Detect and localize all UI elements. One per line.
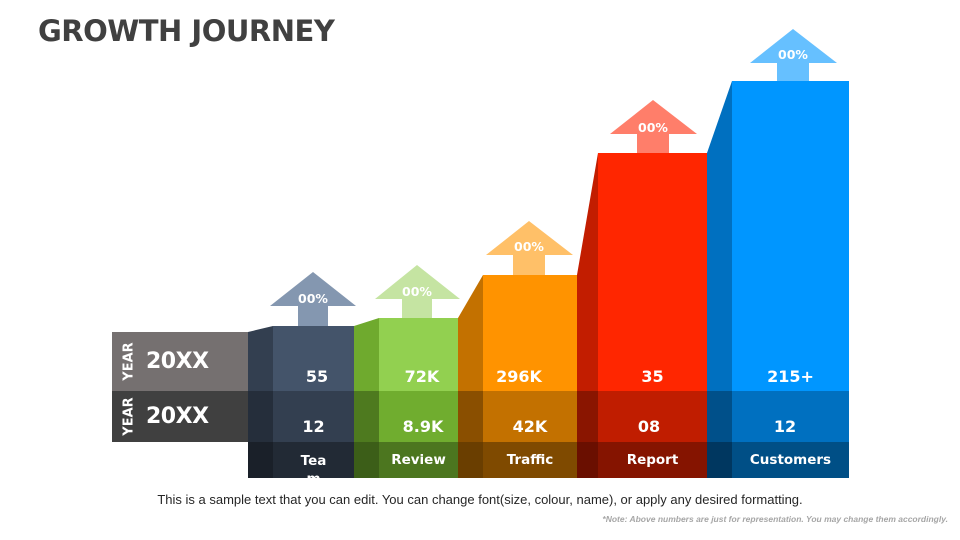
row2-front bbox=[379, 391, 458, 442]
bar-side bbox=[707, 81, 732, 391]
value-review-year2: 8.9K bbox=[402, 417, 444, 436]
row2-front bbox=[273, 391, 354, 442]
value-report-year1: 35 bbox=[641, 367, 664, 386]
arrow-up-icon bbox=[750, 29, 837, 81]
row2-side bbox=[458, 391, 483, 442]
arrow-up-icon bbox=[486, 221, 573, 275]
bar-front bbox=[598, 153, 707, 391]
page-title: GROWTH JOURNEY bbox=[38, 14, 335, 48]
row2-side bbox=[577, 391, 598, 442]
value-customers-year1: 215+ bbox=[767, 367, 814, 386]
arrow-up-icon bbox=[610, 100, 697, 153]
value-traffic-year2: 42K bbox=[512, 417, 548, 436]
label-side bbox=[577, 442, 598, 478]
pct-customers: 00% bbox=[778, 47, 808, 62]
label-front bbox=[379, 442, 458, 478]
bar-side bbox=[248, 326, 273, 391]
year-value: 20XX bbox=[146, 404, 209, 429]
label-side bbox=[707, 442, 732, 478]
value-report-year2: 08 bbox=[637, 417, 661, 436]
bar-customers bbox=[707, 29, 849, 478]
arrow-up-icon bbox=[270, 272, 356, 326]
label-side bbox=[354, 442, 379, 478]
year-label: YEAR bbox=[121, 397, 137, 436]
row2-side bbox=[354, 391, 379, 442]
bar-front bbox=[483, 275, 577, 391]
year-value: 20XX bbox=[146, 349, 209, 374]
label-front bbox=[598, 442, 707, 478]
label-front bbox=[732, 442, 849, 478]
value-review-year1: 72K bbox=[404, 367, 440, 386]
bar-front bbox=[273, 326, 354, 391]
pct-report: 00% bbox=[638, 120, 668, 135]
pct-traffic: 00% bbox=[514, 239, 544, 254]
value-traffic-year1: 296K bbox=[496, 367, 542, 386]
label-front bbox=[483, 442, 577, 478]
label-side bbox=[248, 442, 273, 478]
row2-front bbox=[598, 391, 707, 442]
year-label: YEAR bbox=[121, 342, 137, 381]
bar-traffic bbox=[458, 221, 577, 478]
label-traffic: Traffic bbox=[506, 452, 554, 468]
row2-front bbox=[483, 391, 577, 442]
label-side bbox=[458, 442, 483, 478]
bar-report bbox=[577, 100, 707, 478]
bar-team bbox=[248, 272, 356, 478]
bar-front bbox=[732, 81, 849, 391]
caption-text: This is a sample text that you can edit.… bbox=[157, 492, 803, 507]
bar-side bbox=[577, 153, 598, 391]
value-team-year2: 12 bbox=[302, 417, 325, 436]
bar-side bbox=[458, 275, 483, 391]
label-review: Review bbox=[391, 452, 446, 468]
row2-side bbox=[248, 391, 273, 442]
row2-front bbox=[732, 391, 849, 442]
footnote: *Note: Above numbers are just for repres… bbox=[602, 514, 948, 524]
pct-review: 00% bbox=[402, 284, 432, 299]
bar-front bbox=[379, 318, 458, 391]
label-team: Tea m bbox=[300, 453, 327, 478]
value-team-year1: 55 bbox=[305, 367, 329, 386]
year-band-1: YEAR 20XX bbox=[112, 332, 248, 391]
label-report: Report bbox=[626, 452, 679, 468]
arrow-up-icon bbox=[375, 265, 460, 318]
label-front bbox=[273, 442, 354, 478]
value-customers-year2: 12 bbox=[773, 417, 797, 436]
pct-team: 00% bbox=[298, 291, 328, 306]
bar-side bbox=[354, 318, 379, 391]
bar-review bbox=[354, 265, 460, 478]
year-band-2: YEAR 20XX bbox=[112, 391, 248, 442]
row2-side bbox=[707, 391, 732, 442]
label-customers: Customers bbox=[749, 452, 832, 468]
